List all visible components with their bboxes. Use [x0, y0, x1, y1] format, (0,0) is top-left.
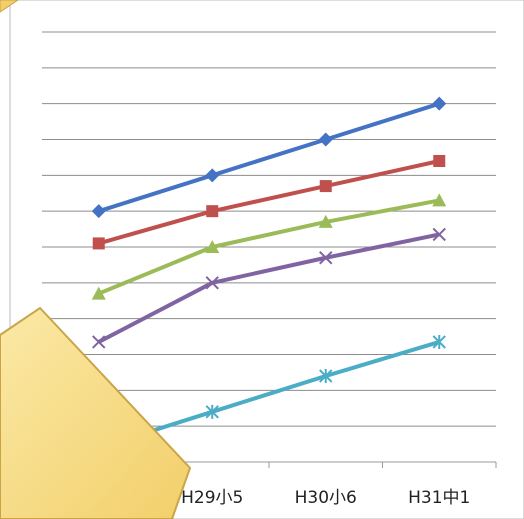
marker — [319, 251, 333, 265]
marker — [92, 335, 106, 349]
marker — [205, 168, 220, 183]
x-tick-label: H30小6 — [295, 488, 357, 508]
series-line — [98, 159, 440, 246]
marker — [91, 286, 106, 300]
x-tick-label: H29小5 — [181, 488, 243, 508]
marker — [205, 276, 219, 290]
series-line — [98, 101, 440, 214]
callout-pointer — [0, 306, 192, 519]
callout — [0, 0, 192, 519]
marker — [92, 237, 105, 250]
marker — [91, 204, 106, 219]
marker — [432, 334, 446, 349]
marker — [318, 214, 333, 228]
marker — [432, 227, 446, 242]
marker — [318, 132, 333, 147]
marker — [432, 96, 447, 111]
marker — [319, 369, 333, 383]
series-line — [97, 232, 440, 344]
callout-corner — [0, 0, 19, 13]
x-tick-label: H31中1 — [408, 488, 470, 508]
marker — [433, 155, 446, 167]
series-line — [97, 198, 440, 296]
marker — [206, 205, 219, 218]
marker — [205, 404, 219, 419]
marker — [205, 240, 220, 253]
marker — [319, 180, 332, 193]
marker — [432, 193, 447, 207]
plot-area: H29小5 H30小6 H31中1 — [42, 31, 497, 508]
